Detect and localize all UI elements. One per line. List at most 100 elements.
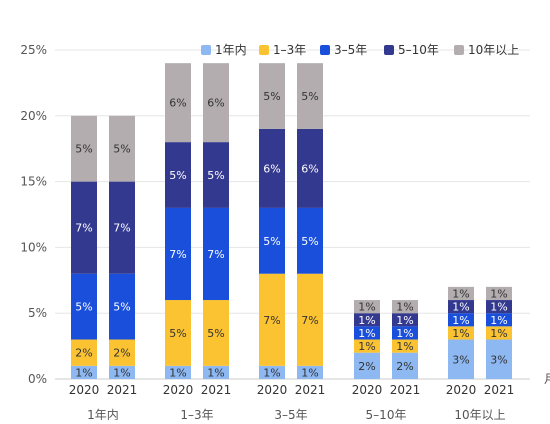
bar-segment xyxy=(109,115,135,182)
bar-segment xyxy=(71,273,97,340)
y-tick-label: 10% xyxy=(20,240,47,254)
data-label: 2% xyxy=(358,360,375,373)
bar-segment xyxy=(392,313,418,327)
data-label: 5% xyxy=(207,327,224,340)
bar-segment xyxy=(354,326,380,340)
data-label: 5% xyxy=(169,169,186,182)
data-label: 6% xyxy=(207,97,224,110)
group-labels: 1年内 1–3年 3–5年 5–10年 10年以上 xyxy=(87,408,505,422)
x-tick-label: 2020 xyxy=(446,383,477,397)
data-label: 1% xyxy=(452,287,469,300)
data-label: 7% xyxy=(113,222,130,235)
bar-segment xyxy=(297,63,323,129)
bar-segment xyxy=(165,63,191,143)
bar-segment xyxy=(203,142,229,208)
x-tick-label: 2020 xyxy=(69,383,100,397)
bars: 1% 2% 5% 7% 5% 1% 2% 5% 7% 5% 1% 5% 7% 5% 6% 1% 5% 7% 5% 6%… xyxy=(71,63,512,379)
data-label: 3% xyxy=(452,353,469,366)
bar-segment xyxy=(392,326,418,340)
data-label: 1% xyxy=(301,366,318,379)
legend-swatch xyxy=(201,45,211,55)
bar-segment xyxy=(354,339,380,353)
bar-segment xyxy=(165,300,191,366)
data-label: 1% xyxy=(490,287,507,300)
group-label: 3–5年 xyxy=(274,408,307,420)
data-label: 7% xyxy=(301,314,318,327)
bar-segment xyxy=(109,365,135,379)
bar-segment xyxy=(486,339,512,379)
x-tick-label: 2020 xyxy=(352,383,383,397)
bar-segment xyxy=(448,286,474,301)
bar-segment xyxy=(354,313,380,327)
data-label: 1% xyxy=(207,366,224,379)
data-label: 2% xyxy=(396,360,413,373)
data-label: 7% xyxy=(207,248,224,261)
legend-label: 10年以上 xyxy=(468,43,519,57)
data-label: 1% xyxy=(452,314,469,327)
bar-segment xyxy=(71,365,97,379)
bar-segment xyxy=(354,300,380,314)
bar-segment xyxy=(259,128,285,208)
data-label: 1% xyxy=(452,301,469,314)
data-label: 3% xyxy=(490,353,507,366)
data-label: 5% xyxy=(301,90,318,103)
bar-segment xyxy=(109,339,135,366)
y-tick-label: 20% xyxy=(20,109,47,123)
legend-label: 1–3年 xyxy=(273,43,306,57)
bar-segment xyxy=(109,273,135,340)
y-tick-label: 5% xyxy=(28,306,47,320)
data-label: 5% xyxy=(263,90,280,103)
legend-swatch xyxy=(259,45,269,55)
data-label: 5% xyxy=(113,143,130,156)
bar-segment xyxy=(392,300,418,314)
y-axis-ticks: 0% 5% 10% 15% 20% 25% xyxy=(20,43,47,386)
legend-swatch xyxy=(384,45,394,55)
bar-segment xyxy=(259,63,285,129)
bar-segment xyxy=(259,207,285,274)
x-tick-label: 2021 xyxy=(484,383,515,397)
data-label: 5% xyxy=(75,301,92,314)
data-label: 1% xyxy=(490,327,507,340)
bar-segment xyxy=(165,207,191,301)
data-label: 1% xyxy=(263,366,280,379)
data-label: 2% xyxy=(75,347,92,360)
bar-segment xyxy=(392,339,418,353)
bar-segment xyxy=(354,352,380,379)
data-label: 6% xyxy=(263,162,280,175)
data-label: 5% xyxy=(75,143,92,156)
data-label: 6% xyxy=(169,97,186,110)
data-label: 1% xyxy=(490,301,507,314)
data-label: 1% xyxy=(113,366,130,379)
legend-swatch xyxy=(454,45,464,55)
legend-label: 5–10年 xyxy=(398,43,439,57)
bar-segment xyxy=(392,352,418,379)
x-axis-end-label: 月 xyxy=(544,372,550,386)
bar-segment xyxy=(165,365,191,379)
legend-label: 1年内 xyxy=(215,43,247,57)
bar-segment xyxy=(486,300,512,314)
data-label: 1% xyxy=(396,327,413,340)
data-label: 2% xyxy=(113,347,130,360)
data-label: 1% xyxy=(358,314,375,327)
group-label: 1年内 xyxy=(87,408,119,420)
x-tick-label: 2020 xyxy=(257,383,288,397)
legend-label: 3–5年 xyxy=(334,43,367,57)
group-label: 5–10年 xyxy=(366,408,407,420)
data-label: 5% xyxy=(113,301,130,314)
data-label: 5% xyxy=(207,169,224,182)
data-label: 1% xyxy=(358,327,375,340)
bar-segment xyxy=(448,313,474,327)
data-label: 6% xyxy=(301,162,318,175)
data-label: 7% xyxy=(169,248,186,261)
bar-segment xyxy=(203,365,229,379)
y-tick-label: 15% xyxy=(20,175,47,189)
bar-segment xyxy=(486,313,512,327)
bar-segment xyxy=(448,339,474,379)
x-axis-ticks: 2020 2021 2020 2021 2020 2021 2020 2021 2020 2021 xyxy=(69,383,515,397)
bar-segment xyxy=(297,273,323,366)
bar-segment xyxy=(203,300,229,366)
bar-segment xyxy=(71,181,97,274)
bar-segment xyxy=(297,365,323,379)
